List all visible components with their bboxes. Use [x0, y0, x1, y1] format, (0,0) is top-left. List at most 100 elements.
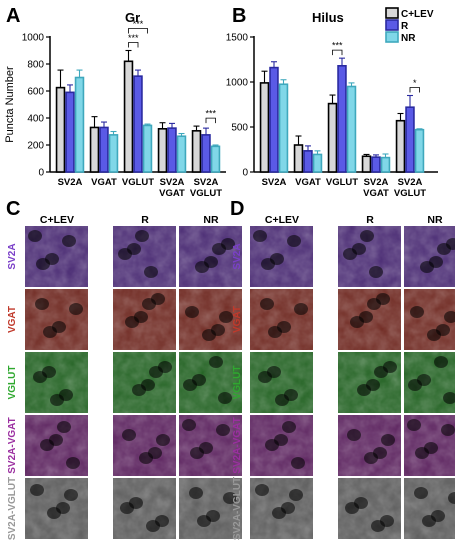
micrograph-nucleus [202, 329, 216, 341]
micrograph-nucleus [444, 311, 455, 323]
micrograph-nucleus [132, 384, 146, 396]
micrograph-tile [338, 478, 401, 539]
micrograph-nucleus [410, 306, 424, 318]
micrograph-nucleus [369, 266, 383, 278]
y-tick-label: 0 [242, 168, 248, 179]
micrograph-grid-hilus: SV2A VGAT VGLUT SV2A-VGAT SV2A-VGLUT [232, 226, 455, 540]
bar [65, 91, 75, 173]
micrograph-stain [404, 226, 455, 287]
panel-title-hilus: Hilus [312, 10, 344, 25]
micrograph-tile [404, 289, 455, 350]
micrograph-nucleus [381, 434, 395, 446]
micrograph-tile [404, 226, 455, 287]
panel-letter-b: B [232, 5, 246, 27]
micrograph-nucleus [287, 235, 301, 247]
micrograph-nucleus [289, 489, 303, 501]
micrograph-tile [250, 226, 313, 287]
micrograph-nucleus [347, 429, 361, 441]
col-header-d-r: R [366, 214, 374, 226]
micrograph-nucleus [343, 248, 357, 260]
micrograph-nucleus [437, 243, 451, 255]
micrograph-nucleus [407, 419, 421, 431]
micrograph-nucleus [149, 366, 163, 378]
bar [327, 102, 338, 173]
col-header-c-r: R [141, 214, 149, 226]
micrograph-nucleus [28, 230, 42, 242]
micrograph-tile [25, 226, 88, 287]
bar [361, 155, 372, 173]
micrograph-nucleus [282, 421, 296, 433]
micrograph-nucleus [414, 487, 428, 499]
x-tick-label: VGAT [295, 177, 321, 188]
significance-label: * [413, 78, 417, 88]
micrograph-tile [179, 289, 242, 350]
micrograph-tile [250, 415, 313, 476]
micrograph-tile [404, 478, 455, 539]
micrograph-nucleus [408, 379, 422, 391]
bar [191, 130, 202, 173]
x-tick-label: VGAT [91, 177, 117, 188]
micrograph-nucleus [260, 298, 274, 310]
micrograph-tile [113, 289, 176, 350]
micrograph-stain [113, 415, 176, 476]
micrograph-nucleus [212, 243, 226, 255]
micrograph-tile [179, 352, 242, 413]
micrograph-nucleus [43, 326, 57, 338]
col-header-c-clev: C+LEV [40, 214, 74, 226]
micrograph-nucleus [33, 371, 47, 383]
micrograph-nucleus [219, 311, 233, 323]
micrograph-nucleus [183, 379, 197, 391]
micrograph-nucleus [209, 356, 223, 368]
micrograph-nucleus [258, 371, 272, 383]
micrograph-nucleus [69, 303, 83, 315]
bar [167, 127, 177, 173]
micrograph-nucleus [265, 439, 279, 451]
significance-label: *** [128, 33, 139, 43]
panel-letter-c: C [6, 198, 20, 220]
bar [108, 134, 119, 173]
row-label: SV2A-VGAT [232, 417, 243, 474]
micrograph-grid-granular: SV2A VGAT VGLUT SV2A-VGAT SV2A-VGLUT [7, 226, 242, 540]
micrograph-nucleus [189, 487, 203, 499]
micrograph-nucleus [30, 484, 44, 496]
micrograph-nucleus [125, 316, 139, 328]
micrograph-nucleus [367, 298, 381, 310]
significance-label: *** [332, 41, 343, 51]
x-tick-label: SV2A [398, 177, 423, 188]
bar [303, 150, 313, 173]
bar [346, 85, 357, 173]
micrograph-nucleus [139, 452, 153, 464]
micrograph-nucleus [64, 489, 78, 501]
legend-label-clev: C+LEV [401, 9, 434, 20]
x-tick-label: VGAT [363, 188, 389, 199]
bar [99, 126, 109, 173]
bar [414, 128, 425, 173]
micrograph-nucleus [195, 261, 209, 273]
micrograph-nucleus [122, 429, 136, 441]
micrograph-nucleus [156, 434, 170, 446]
micrograph-nucleus [62, 235, 76, 247]
micrograph-stain [179, 478, 242, 539]
micrograph-nucleus [360, 230, 374, 242]
micrograph-tile [179, 415, 242, 476]
micrograph-nucleus [142, 298, 156, 310]
y-tick-label: 0 [38, 168, 44, 179]
micrograph-tile [25, 289, 88, 350]
bar [312, 153, 323, 173]
row-label: SV2A [7, 243, 18, 269]
micrograph-tile [113, 478, 176, 539]
significance-bracket [409, 87, 420, 93]
micrograph-nucleus [144, 266, 158, 278]
micrograph-nucleus [268, 326, 282, 338]
col-header-d-clev: C+LEV [265, 214, 299, 226]
y-tick-label: 500 [231, 123, 248, 134]
micrograph-tile [338, 415, 401, 476]
bar [259, 82, 270, 173]
legend-swatch-nr [385, 31, 399, 43]
micrograph-nucleus [294, 303, 308, 315]
micrograph-nucleus [261, 258, 275, 270]
micrograph-tile [179, 226, 242, 287]
significance-bracket [205, 117, 216, 124]
